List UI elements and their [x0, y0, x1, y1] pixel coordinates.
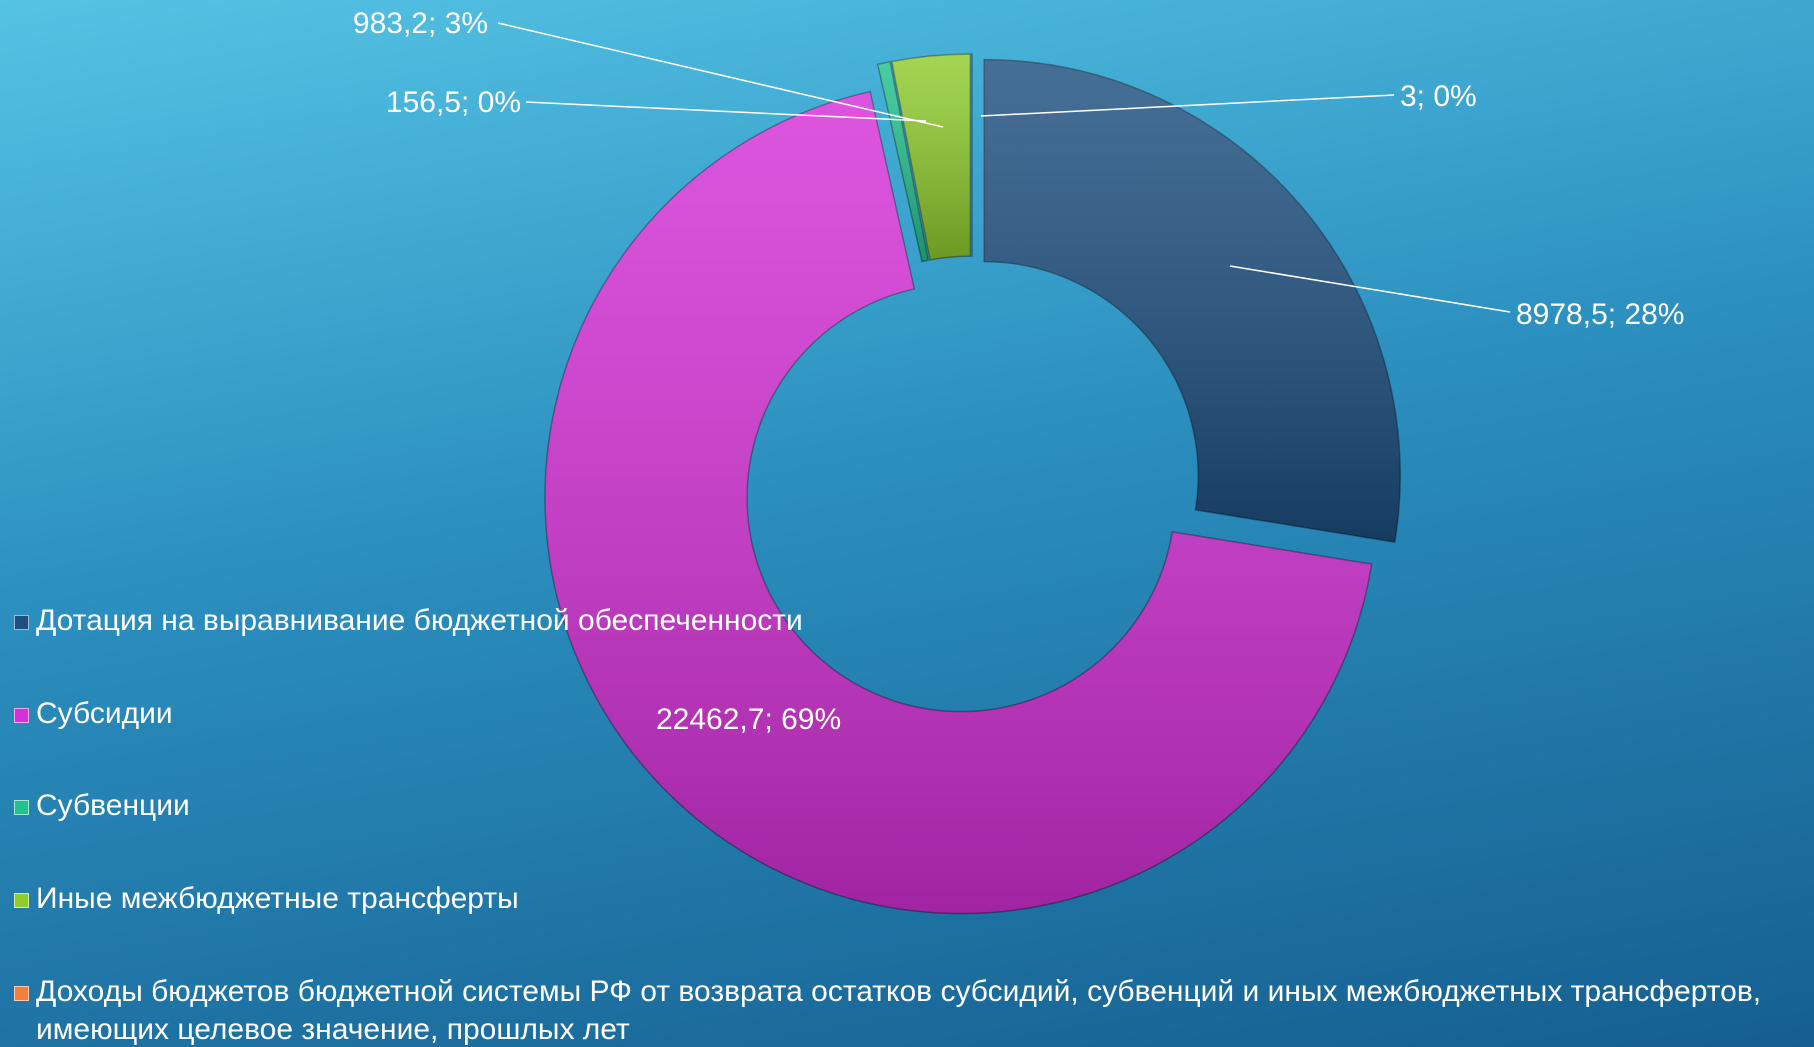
- legend-swatch: [14, 986, 29, 1001]
- data-label: 22462,7; 69%: [656, 703, 841, 736]
- legend-label: Дотация на выравнивание бюджетной обеспе…: [36, 604, 803, 637]
- leader-line: [497, 22, 944, 128]
- data-label: 156,5; 0%: [386, 86, 521, 119]
- legend-swatch: [14, 800, 29, 815]
- leader-line: [1229, 265, 1511, 313]
- legend-swatch: [14, 615, 29, 630]
- legend-item: Иные межбюджетные трансферты: [14, 880, 1804, 918]
- legend-label: Субвенции: [36, 789, 190, 822]
- data-label: 3; 0%: [1400, 80, 1477, 113]
- legend-item: Субвенции: [14, 787, 1804, 825]
- legend-swatch: [14, 893, 29, 908]
- legend-swatch: [14, 708, 29, 723]
- legend-item: Субсидии: [14, 695, 1804, 733]
- legend-item: Дотация на выравнивание бюджетной обеспе…: [14, 602, 1804, 640]
- legend-label: Доходы бюджетов бюджетной системы РФ от …: [36, 975, 1762, 1046]
- legend-item: Доходы бюджетов бюджетной системы РФ от …: [14, 973, 1804, 1047]
- slice: [983, 58, 1401, 543]
- leader-line: [980, 94, 1395, 117]
- legend-label: Иные межбюджетные трансферты: [36, 882, 519, 915]
- data-label: 983,2; 3%: [353, 7, 488, 40]
- data-label: 8978,5; 28%: [1516, 298, 1684, 331]
- slice-group: [983, 58, 1401, 543]
- leader-line: [525, 101, 927, 122]
- legend-label: Субсидии: [36, 697, 173, 730]
